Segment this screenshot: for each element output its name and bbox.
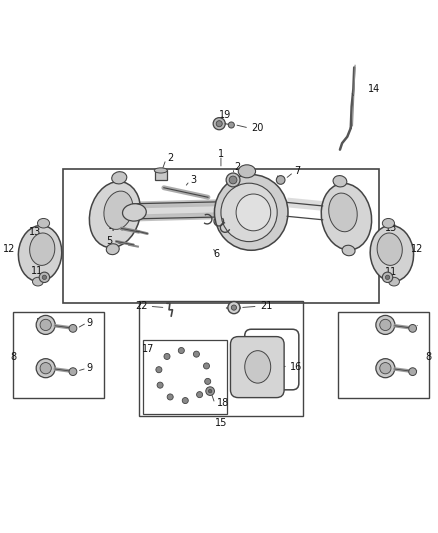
Text: 22: 22 [135, 301, 147, 311]
Text: 14: 14 [368, 84, 380, 94]
Circle shape [409, 368, 417, 376]
Ellipse shape [104, 191, 133, 229]
Circle shape [204, 363, 209, 369]
Text: 10: 10 [35, 363, 48, 373]
Circle shape [228, 302, 240, 313]
Circle shape [167, 394, 173, 400]
Circle shape [409, 325, 417, 332]
Bar [63, 169, 379, 303]
Ellipse shape [18, 225, 62, 281]
Text: 11: 11 [385, 266, 398, 277]
Text: 7: 7 [294, 166, 301, 176]
Bar [143, 340, 227, 414]
Text: 17: 17 [142, 344, 155, 354]
Ellipse shape [389, 277, 399, 286]
Text: 21: 21 [260, 301, 272, 311]
Circle shape [376, 359, 395, 378]
Ellipse shape [221, 183, 277, 241]
Ellipse shape [215, 174, 288, 251]
Circle shape [182, 398, 188, 403]
Text: 2: 2 [167, 154, 173, 163]
Circle shape [208, 390, 212, 393]
Circle shape [276, 176, 285, 184]
Bar [139, 301, 303, 416]
Ellipse shape [245, 351, 271, 383]
Circle shape [157, 382, 163, 388]
Text: 1: 1 [218, 149, 224, 159]
Ellipse shape [112, 172, 127, 184]
Circle shape [178, 348, 184, 353]
Circle shape [376, 316, 395, 334]
Circle shape [380, 362, 391, 374]
Ellipse shape [238, 165, 255, 178]
Circle shape [216, 120, 222, 127]
Circle shape [226, 173, 240, 187]
Text: 5: 5 [106, 237, 113, 246]
Bar [338, 312, 429, 399]
Ellipse shape [154, 168, 167, 173]
Circle shape [380, 319, 391, 330]
Text: 8: 8 [426, 352, 432, 362]
Ellipse shape [382, 219, 395, 228]
Text: 2: 2 [234, 162, 240, 172]
Ellipse shape [377, 233, 402, 265]
Ellipse shape [30, 233, 55, 265]
Circle shape [231, 305, 237, 310]
Ellipse shape [342, 245, 355, 256]
Text: 20: 20 [251, 123, 264, 133]
Circle shape [69, 368, 77, 376]
Circle shape [194, 351, 199, 357]
Circle shape [213, 118, 225, 130]
Ellipse shape [370, 225, 413, 281]
Circle shape [39, 272, 49, 282]
Text: 12: 12 [411, 244, 424, 254]
Text: 9: 9 [86, 318, 92, 328]
Text: 19: 19 [219, 110, 231, 120]
Text: 11: 11 [31, 266, 43, 276]
Circle shape [229, 176, 237, 184]
Circle shape [36, 359, 55, 378]
Text: 9: 9 [86, 363, 92, 373]
FancyBboxPatch shape [230, 337, 284, 398]
Circle shape [156, 367, 162, 373]
Ellipse shape [333, 175, 347, 187]
Circle shape [40, 362, 51, 374]
Circle shape [205, 378, 211, 384]
Circle shape [40, 319, 51, 330]
Text: 10: 10 [35, 318, 48, 328]
Text: 13: 13 [385, 223, 398, 233]
Ellipse shape [328, 193, 357, 232]
Ellipse shape [32, 277, 43, 286]
Circle shape [228, 122, 234, 128]
Circle shape [42, 275, 46, 279]
Text: 15: 15 [215, 418, 227, 428]
Text: 6: 6 [214, 248, 220, 259]
Text: 13: 13 [29, 227, 41, 237]
Text: 18: 18 [217, 398, 229, 408]
Ellipse shape [106, 244, 119, 255]
Ellipse shape [321, 183, 371, 250]
Bar [13, 312, 104, 399]
Text: 12: 12 [3, 244, 15, 254]
Circle shape [164, 353, 170, 359]
Circle shape [385, 275, 390, 279]
Ellipse shape [236, 194, 271, 231]
Circle shape [206, 387, 215, 395]
Circle shape [382, 272, 393, 282]
Text: 16: 16 [290, 362, 302, 372]
Ellipse shape [38, 219, 49, 228]
Text: 3: 3 [191, 175, 197, 185]
Ellipse shape [123, 204, 146, 221]
Bar [155, 171, 167, 180]
Circle shape [197, 392, 203, 398]
Circle shape [36, 316, 55, 334]
Ellipse shape [89, 182, 141, 248]
Text: 4: 4 [109, 223, 115, 232]
Text: 8: 8 [10, 352, 16, 362]
Circle shape [69, 325, 77, 332]
